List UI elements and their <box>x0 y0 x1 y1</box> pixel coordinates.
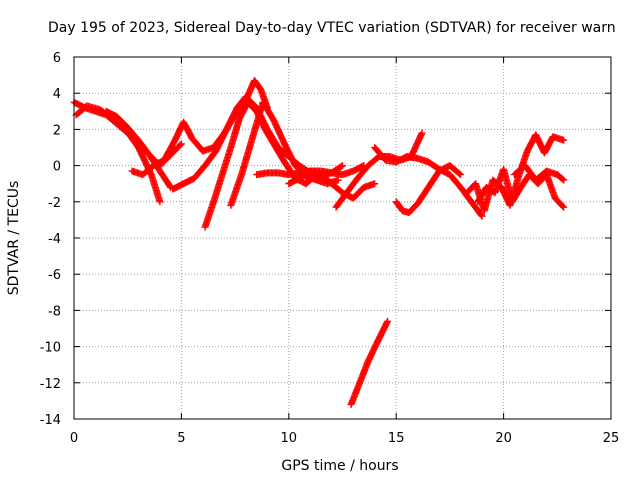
data-point <box>156 198 164 206</box>
y-tick-label: 4 <box>53 87 61 102</box>
y-tick-label: -8 <box>48 304 61 319</box>
y-tick-label: -6 <box>48 268 61 283</box>
y-axis-label: SDTVAR / TECUs <box>6 181 22 296</box>
series-sat-i <box>285 167 379 202</box>
data-point <box>456 170 464 178</box>
y-tick-label: -2 <box>48 196 61 211</box>
y-tick-label: -12 <box>40 377 61 392</box>
data-point <box>560 176 568 184</box>
data-points <box>70 77 568 409</box>
y-tick-label: -14 <box>40 413 61 428</box>
y-tick-label: -10 <box>40 341 61 356</box>
data-point <box>418 129 426 137</box>
series-sat-k <box>347 317 392 409</box>
data-point <box>384 317 392 325</box>
series-sat-m <box>392 162 465 217</box>
x-tick-label: 0 <box>70 431 78 446</box>
chart-title: Day 195 of 2023, Sidereal Day-to-day VTE… <box>48 20 616 36</box>
x-tick-label: 10 <box>281 431 298 446</box>
data-point <box>560 136 568 144</box>
data-point <box>177 140 185 148</box>
y-tick-label: 0 <box>53 160 61 175</box>
data-point <box>371 180 379 188</box>
data-point <box>559 175 567 183</box>
y-tick-label: -4 <box>48 232 61 247</box>
data-point <box>560 203 568 211</box>
y-ticks: -14 -12 -10 -8 -6 -4 -2 0 2 4 6 <box>40 51 611 428</box>
data-point <box>477 211 485 219</box>
x-tick-label: 25 <box>603 431 620 446</box>
grid <box>74 57 611 419</box>
y-tick-label: 6 <box>53 51 61 66</box>
data-point <box>457 171 465 179</box>
series-sat-c <box>102 107 175 191</box>
series-sat-p <box>510 162 568 184</box>
data-point <box>559 202 567 210</box>
data-point <box>339 162 346 170</box>
x-ticks: 0 5 10 15 20 25 <box>70 57 619 446</box>
data-point <box>334 176 342 184</box>
data-point <box>176 141 184 149</box>
data-point <box>337 162 345 170</box>
data-point <box>478 212 486 220</box>
x-tick-label: 20 <box>495 431 512 446</box>
x-tick-label: 5 <box>177 431 185 446</box>
x-tick-label: 15 <box>388 431 405 446</box>
series-sat-l <box>371 144 486 220</box>
x-axis-label: GPS time / hours <box>281 458 398 474</box>
y-tick-label: 2 <box>53 123 61 138</box>
